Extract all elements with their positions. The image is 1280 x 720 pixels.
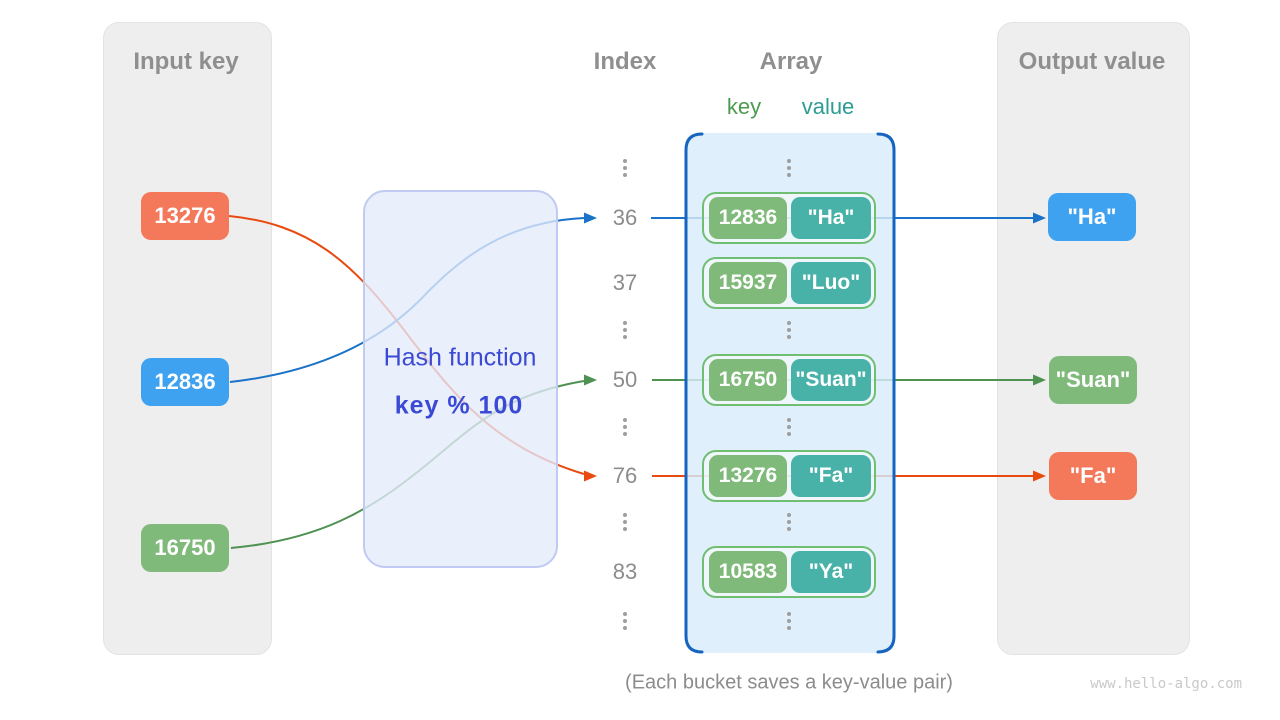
index-column-title: Index — [593, 48, 657, 75]
bucket-key: 12836 — [709, 197, 787, 239]
ellipsis-icon — [787, 321, 791, 339]
ellipsis-icon — [787, 159, 791, 177]
bucket-pair: 12836 "Ha" — [702, 192, 876, 244]
ellipsis-icon — [623, 321, 627, 339]
hash-formula: key % 100 — [394, 391, 524, 420]
arrowhead-orange-index — [584, 470, 597, 482]
input-key-box: 12836 — [141, 358, 229, 406]
index-value: 76 — [612, 463, 638, 488]
arrowhead-blue-index — [584, 212, 597, 224]
bucket-pair: 15937 "Luo" — [702, 257, 876, 309]
arrowhead-green-output — [1033, 374, 1046, 386]
bucket-key: 15937 — [709, 262, 787, 304]
index-value: 36 — [612, 205, 638, 230]
watermark: www.hello-algo.com — [1090, 676, 1242, 692]
input-key-box: 16750 — [141, 524, 229, 572]
output-panel-title: Output value — [1018, 48, 1166, 75]
hash-function-box — [363, 190, 558, 568]
bucket-value: "Fa" — [791, 455, 871, 497]
ellipsis-icon — [787, 418, 791, 436]
bucket-key: 10583 — [709, 551, 787, 593]
value-header: value — [801, 94, 855, 119]
ellipsis-icon — [623, 159, 627, 177]
ellipsis-icon — [623, 513, 627, 531]
bucket-value: "Ya" — [791, 551, 871, 593]
index-value: 50 — [612, 367, 638, 392]
input-key-box: 13276 — [141, 192, 229, 240]
bucket-value: "Ha" — [791, 197, 871, 239]
bucket-value: "Luo" — [791, 262, 871, 304]
ellipsis-icon — [787, 612, 791, 630]
bucket-pair: 16750 "Suan" — [702, 354, 876, 406]
output-value-box: "Ha" — [1048, 193, 1136, 241]
output-value-box: "Suan" — [1049, 356, 1137, 404]
bucket-pair: 10583 "Ya" — [702, 546, 876, 598]
array-column-title: Array — [759, 48, 823, 75]
arrowhead-orange-output — [1033, 470, 1046, 482]
bucket-key: 16750 — [709, 359, 787, 401]
hash-function-title: Hash function — [383, 343, 537, 372]
ellipsis-icon — [623, 418, 627, 436]
caption: (Each bucket saves a key-value pair) — [625, 671, 953, 694]
bucket-key: 13276 — [709, 455, 787, 497]
index-value: 83 — [612, 559, 638, 584]
index-value: 37 — [612, 270, 638, 295]
ellipsis-icon — [623, 612, 627, 630]
arrowhead-blue-output — [1033, 212, 1046, 224]
output-value-box: "Fa" — [1049, 452, 1137, 500]
arrowhead-green-index — [584, 374, 597, 386]
output-panel — [997, 22, 1190, 655]
bucket-value: "Suan" — [791, 359, 871, 401]
bucket-pair: 13276 "Fa" — [702, 450, 876, 502]
ellipsis-icon — [787, 513, 791, 531]
key-header: key — [726, 94, 762, 119]
input-panel-title: Input key — [133, 48, 239, 75]
